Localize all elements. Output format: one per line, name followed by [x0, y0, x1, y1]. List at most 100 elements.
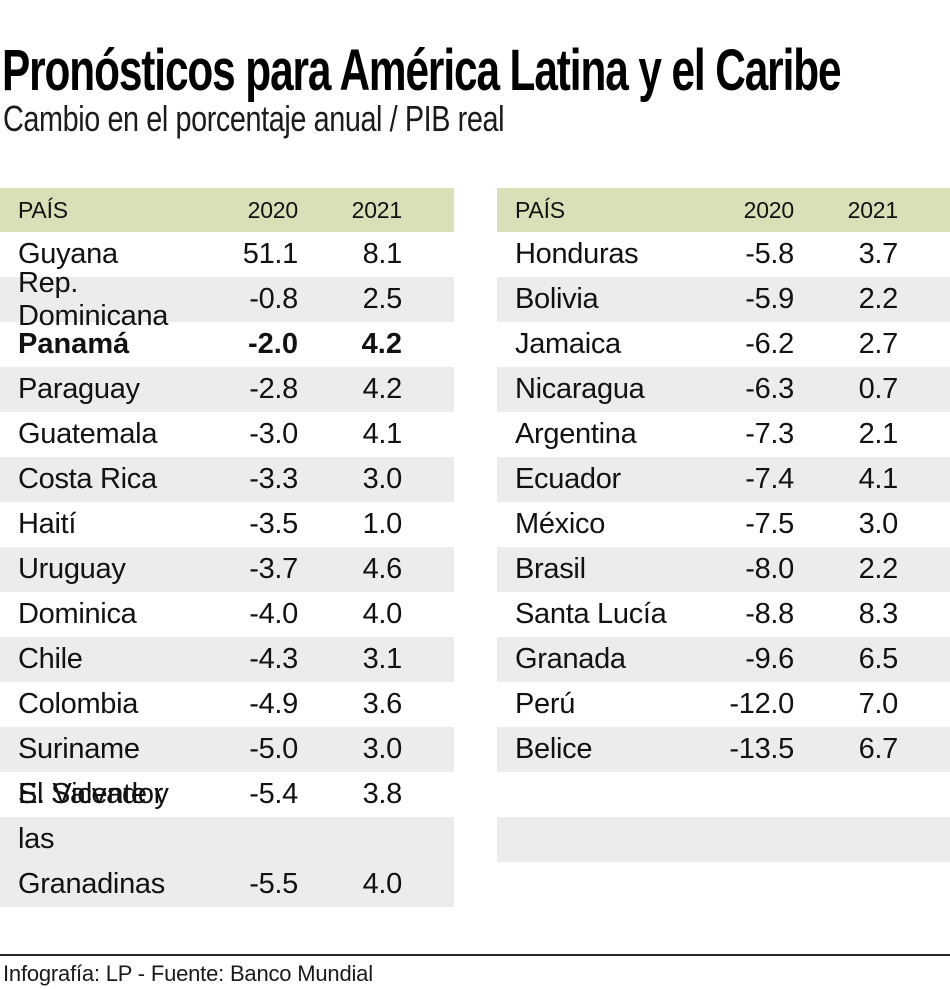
value-2020-cell: -3.3: [249, 463, 298, 495]
forecast-table-left: PAÍS 2020 2021 Guyana 51.1 8.1 Rep. Dominicana…: [0, 188, 454, 907]
forecast-tables: PAÍS 2020 2021 Guyana 51.1 8.1 Rep. Dominicana…: [0, 188, 950, 907]
table-row: Guatemala -3.0 4.1: [0, 412, 454, 457]
value-2020-cell: -4.9: [249, 688, 298, 720]
page-subtitle: Cambio en el porcentaje anual / PIB real: [3, 98, 505, 139]
table-row: México -7.5 3.0: [497, 502, 950, 547]
value-2020-cell: -8.0: [745, 553, 794, 585]
table-row: Uruguay -3.7 4.6: [0, 547, 454, 592]
value-2021-cell: 3.0: [362, 733, 403, 765]
table-row: Santa Lucía -8.8 8.3: [497, 592, 950, 637]
table-row: Granada -9.6 6.5: [497, 637, 950, 682]
country-cell: Honduras: [515, 238, 639, 270]
country-cell: Suriname: [18, 733, 140, 765]
value-2020-cell: -7.4: [745, 463, 794, 495]
empty-row: [497, 772, 950, 817]
value-2021-cell: 6.7: [858, 733, 899, 765]
column-header: PAÍS: [18, 196, 68, 223]
value-2020-cell: -7.5: [745, 508, 794, 540]
value-2021-cell: 7.0: [858, 688, 899, 720]
table-header-row: PAÍS 2020 2021: [497, 188, 950, 232]
table-row: Suriname -5.0 3.0: [0, 727, 454, 772]
column-header: 2021: [847, 196, 899, 223]
forecast-table-right: PAÍS 2020 2021 Honduras -5.8 3.7 Bolivia -5.9 2.…: [497, 188, 950, 907]
page-title: Pronósticos para América Latina y el Car…: [2, 37, 842, 103]
value-2021-cell: 4.0: [362, 598, 403, 630]
table-row: Belice -13.5 6.7: [497, 727, 950, 772]
column-header: 2021: [351, 196, 403, 223]
value-2020-cell: -12.0: [729, 688, 794, 720]
table-row: Guyana 51.1 8.1: [0, 232, 454, 277]
source-credit: Infografía: LP - Fuente: Banco Mundial: [3, 961, 373, 986]
value-2021-cell: 8.1: [362, 238, 403, 270]
value-2020-cell: -13.5: [729, 733, 794, 765]
country-cell: Belice: [515, 733, 593, 765]
column-header: 2020: [743, 196, 795, 223]
table-row: S. Vicente y las Granadinas -5.5 4.0: [0, 778, 454, 907]
value-2021-cell: 3.8: [362, 778, 403, 810]
value-2021-cell: 2.2: [858, 553, 899, 585]
table-row: Argentina -7.3 2.1: [497, 412, 950, 457]
country-cell: Jamaica: [515, 328, 621, 360]
value-2020-cell: -0.8: [249, 283, 298, 315]
value-2020-cell: -5.9: [745, 283, 794, 315]
value-2020-cell: -5.8: [745, 238, 794, 270]
value-2021-cell: 2.1: [858, 418, 899, 450]
country-cell: Chile: [18, 643, 83, 675]
value-2020-cell: -2.8: [249, 373, 298, 405]
table-row: Panamá -2.0 4.2: [0, 322, 454, 367]
value-2020-cell: -6.3: [745, 373, 794, 405]
value-2020-cell: -7.3: [745, 418, 794, 450]
value-2021-cell: 4.2: [362, 373, 403, 405]
value-2020-cell: -5.0: [249, 733, 298, 765]
table-row: El Salvador -5.4 3.8: [0, 772, 454, 817]
country-cell: Paraguay: [18, 373, 140, 405]
value-2021-cell: 2.5: [362, 283, 403, 315]
table-row: Colombia -4.9 3.6: [0, 682, 454, 727]
value-2021-cell: 1.0: [362, 508, 403, 540]
value-2021-cell: 4.1: [362, 418, 403, 450]
country-cell: Brasil: [515, 553, 586, 585]
value-2020-cell: -5.4: [249, 778, 298, 810]
column-header: PAÍS: [515, 196, 565, 223]
table-row: Dominica -4.0 4.0: [0, 592, 454, 637]
value-2020-cell: -2.0: [248, 328, 298, 360]
table-row: Nicaragua -6.3 0.7: [497, 367, 950, 412]
value-2020-cell: -6.2: [745, 328, 794, 360]
value-2021-cell: 3.7: [858, 238, 899, 270]
table-row: Perú -12.0 7.0: [497, 682, 950, 727]
table-row: Honduras -5.8 3.7: [497, 232, 950, 277]
value-2021-cell: 4.1: [858, 463, 899, 495]
country-cell: S. Vicente y las Granadinas: [18, 778, 169, 900]
country-cell: Costa Rica: [18, 463, 157, 495]
country-cell: Panamá: [18, 328, 130, 360]
country-cell: Uruguay: [18, 553, 126, 585]
value-2020-cell: -3.7: [249, 553, 298, 585]
country-cell: Perú: [515, 688, 576, 720]
table-row: Brasil -8.0 2.2: [497, 547, 950, 592]
value-2021-cell: 0.7: [858, 373, 899, 405]
country-cell: Bolivia: [515, 283, 599, 315]
country-cell: Granada: [515, 643, 626, 675]
value-2020-cell: -5.5: [249, 868, 298, 900]
table-row: Bolivia -5.9 2.2: [497, 277, 950, 322]
value-2021-cell: 6.5: [858, 643, 899, 675]
country-cell: El Salvador: [18, 778, 163, 810]
table-header-row: PAÍS 2020 2021: [0, 188, 454, 232]
table-row: Rep. Dominicana -0.8 2.5: [0, 267, 454, 332]
table-row: Costa Rica -3.3 3.0: [0, 457, 454, 502]
value-2020-cell: -8.8: [745, 598, 794, 630]
table-row: Jamaica -6.2 2.7: [497, 322, 950, 367]
value-2021-cell: 2.2: [858, 283, 899, 315]
country-cell: Nicaragua: [515, 373, 645, 405]
country-cell: Guyana: [18, 238, 118, 270]
value-2021-cell: 4.0: [362, 868, 403, 900]
value-2021-cell: 3.0: [362, 463, 403, 495]
country-cell: Santa Lucía: [515, 598, 667, 630]
value-2021-cell: 3.1: [362, 643, 403, 675]
footer-divider: [0, 954, 950, 956]
value-2021-cell: 4.2: [361, 328, 402, 360]
value-2021-cell: 8.3: [858, 598, 899, 630]
country-cell: Colombia: [18, 688, 139, 720]
value-2021-cell: 3.0: [858, 508, 899, 540]
value-2020-cell: -3.5: [249, 508, 298, 540]
